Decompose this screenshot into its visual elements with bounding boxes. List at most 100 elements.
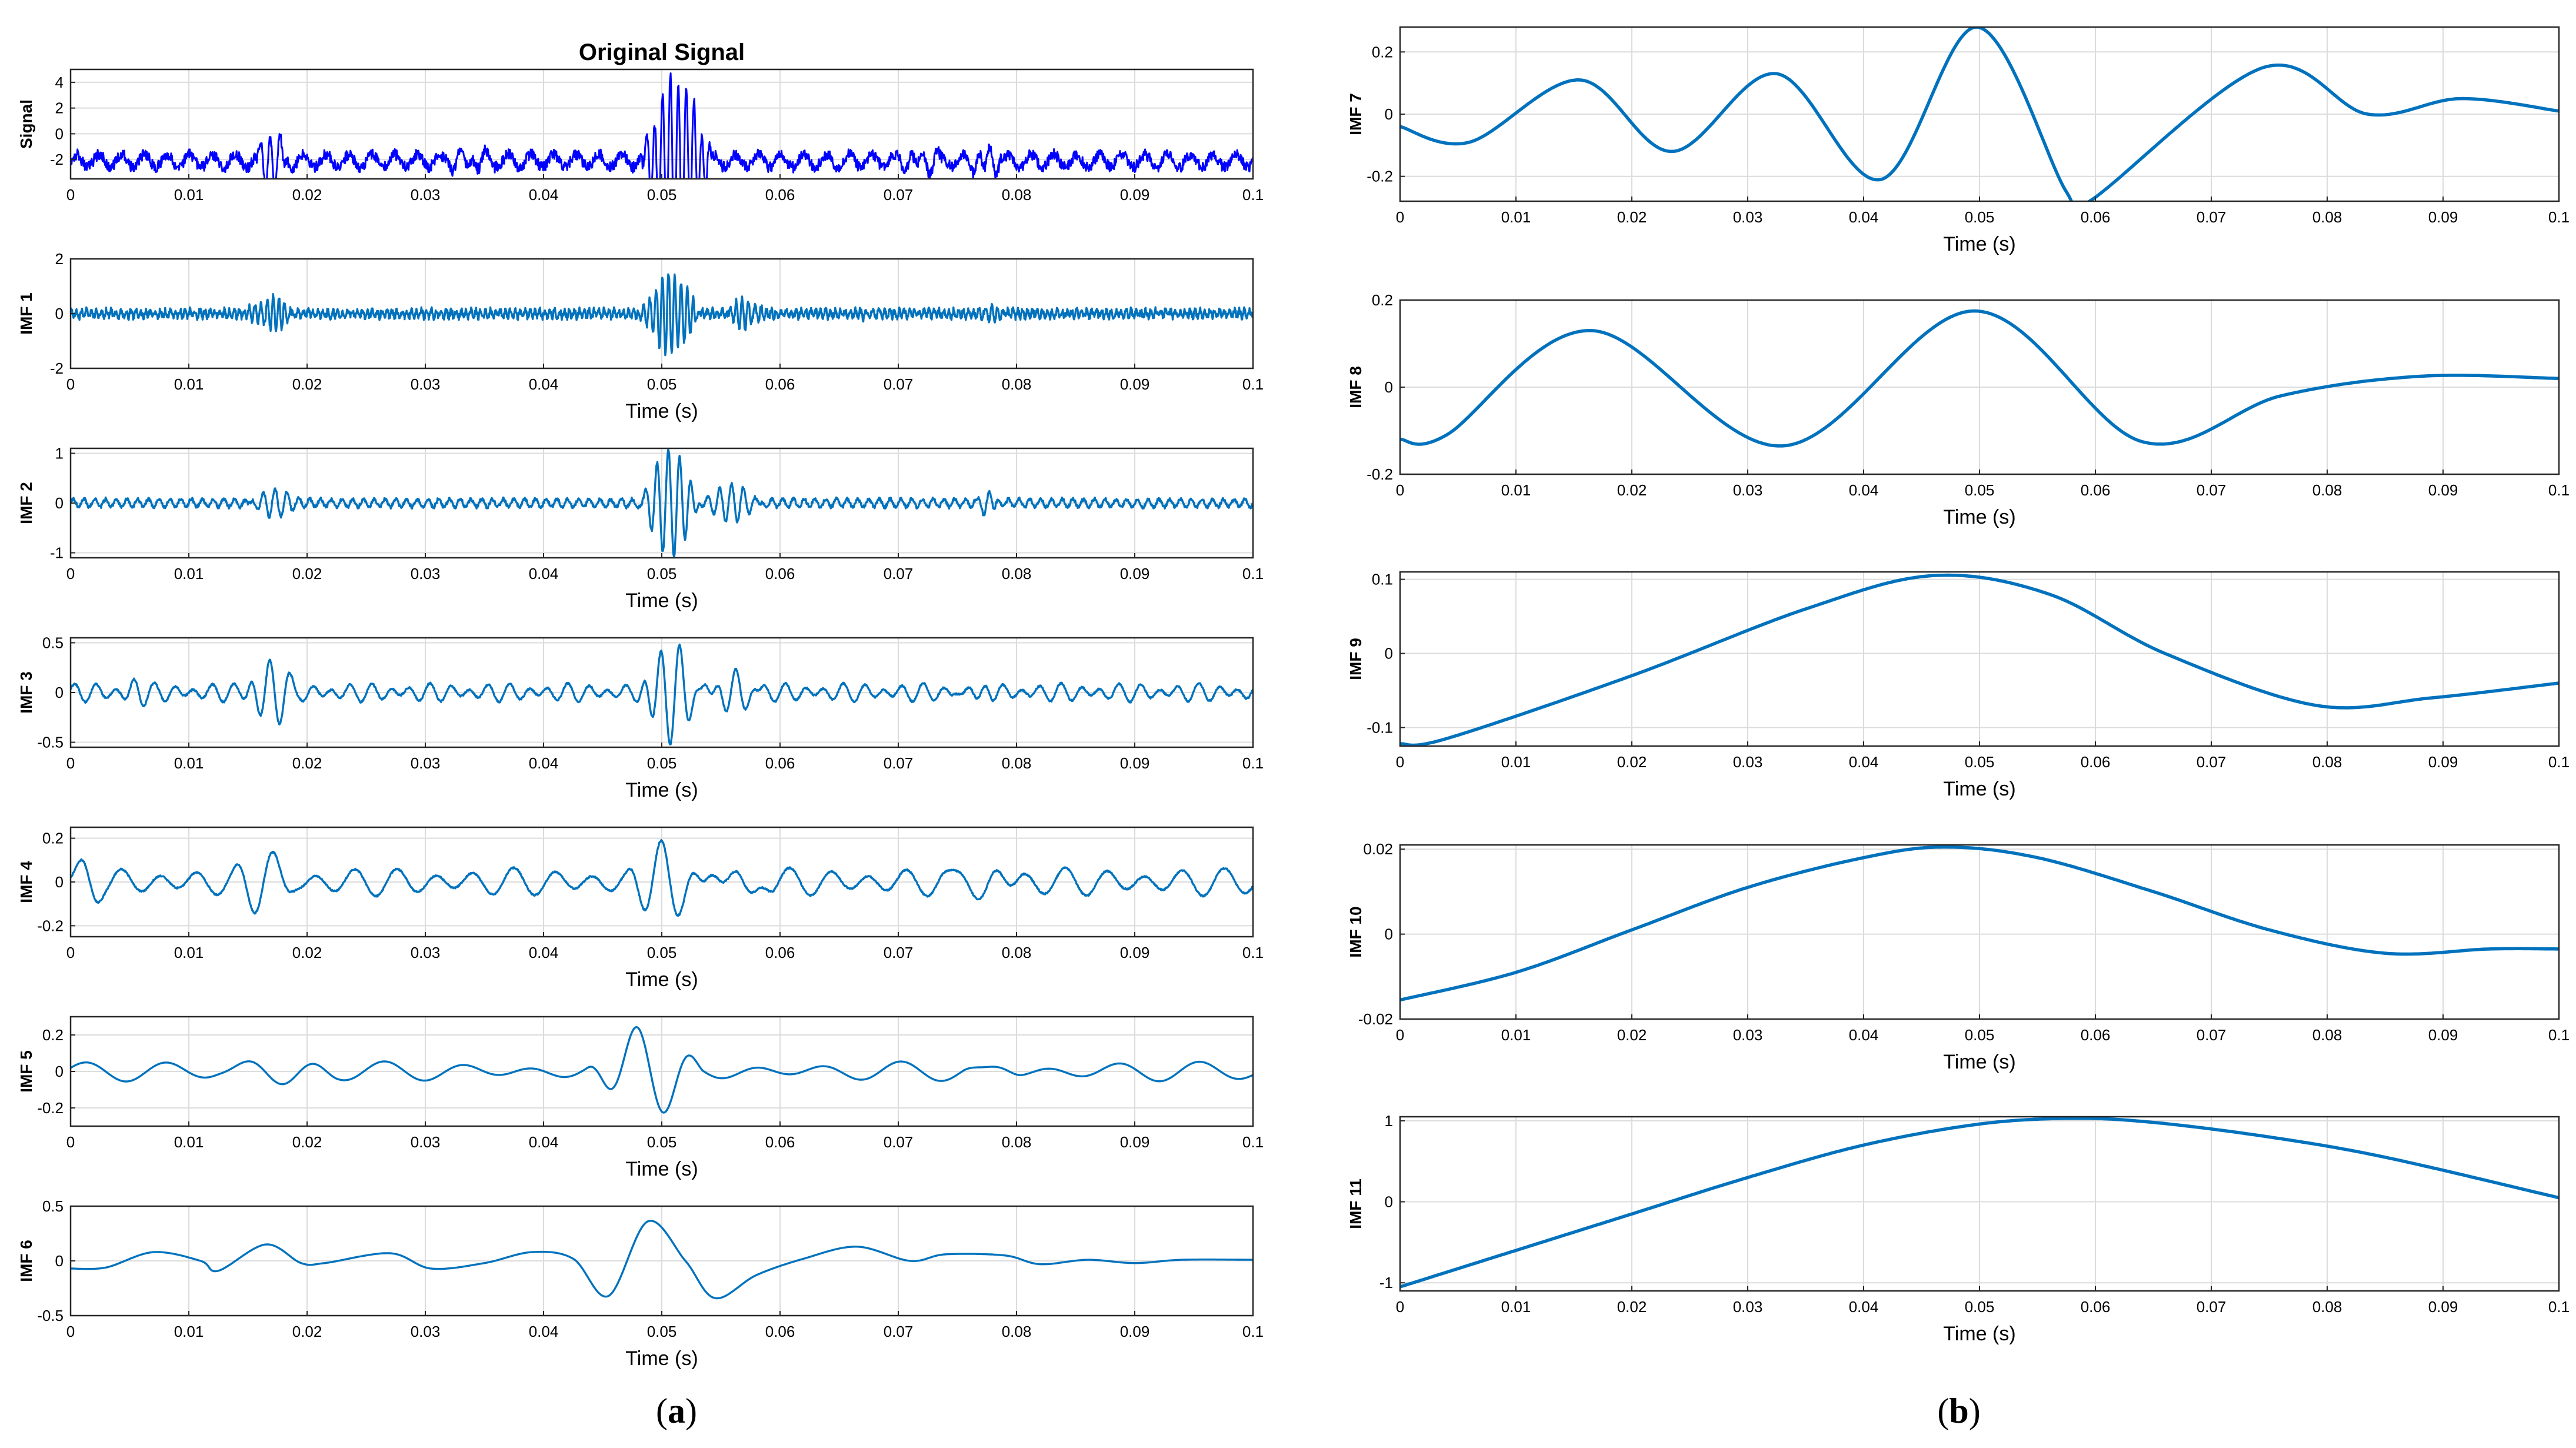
x-axis-label: Time (s)	[1943, 1051, 2015, 1073]
series-line-imf11	[1400, 1117, 2559, 1289]
x-tick-label: 0.04	[1849, 1298, 1879, 1316]
x-tick-label: 0.1	[1242, 375, 1264, 393]
x-tick-label: 0.1	[2548, 208, 2570, 226]
plot-imf4: 0 0.01 0.02 0.03 0.04 0.05 0.06 0.07 0.08 0.09 0.1…	[17, 826, 1264, 991]
x-tick-label: 0.03	[411, 375, 441, 393]
x-tick-label: 0.03	[1733, 1026, 1763, 1044]
y-tick-label: 1	[55, 444, 64, 462]
x-tick-label: 0.09	[1120, 375, 1150, 393]
y-tick-label: -0.2	[37, 1099, 64, 1117]
x-tick-label: 0.1	[1242, 1323, 1264, 1340]
x-tick-label: 0.08	[2312, 1298, 2342, 1316]
x-tick-label: 0.06	[765, 754, 795, 772]
plot-imf9: 0 0.01 0.02 0.03 0.04 0.05 0.06 0.07 0.08 0.09 0.1…	[1347, 571, 2570, 800]
x-tick-label: 0.07	[2197, 481, 2227, 499]
x-tick-label: 0	[66, 375, 75, 393]
x-tick-label: 0.05	[647, 944, 677, 961]
x-tick-label: 0.05	[1965, 753, 1995, 771]
y-tick-label: -0.5	[37, 1307, 64, 1324]
x-tick-label: 0.09	[1120, 1133, 1150, 1151]
x-axis-label: Time (s)	[1943, 1323, 2015, 1345]
plot-signal: 0 0.01 0.02 0.03 0.04 0.05 0.06 0.07 0.08 0.09 0.1…	[17, 39, 1264, 204]
y-tick-label: -2	[50, 151, 64, 168]
y-axis-label: IMF 10	[1347, 906, 1365, 957]
series-line-imf3	[71, 643, 1253, 745]
series-line-imf6	[71, 1220, 1253, 1300]
plot-imf1: 0 0.01 0.02 0.03 0.04 0.05 0.06 0.07 0.08 0.09 0.1…	[17, 250, 1264, 422]
x-tick-label: 0.1	[2548, 1026, 2570, 1044]
x-tick-label: 0.09	[1120, 186, 1150, 204]
x-tick-label: 0.04	[1849, 753, 1879, 771]
y-tick-label: 2	[55, 99, 64, 117]
x-tick-label: 0.08	[2312, 481, 2342, 499]
y-tick-label: 0.2	[1372, 291, 1393, 309]
x-tick-label: 0.06	[2081, 481, 2111, 499]
x-tick-label: 0.08	[1002, 944, 1032, 961]
y-tick-label: 0.5	[42, 1197, 64, 1215]
x-tick-label: 0.03	[1733, 481, 1763, 499]
x-tick-label: 0.07	[884, 375, 914, 393]
x-tick-label: 0.06	[765, 944, 795, 961]
plot-imf5: 0 0.01 0.02 0.03 0.04 0.05 0.06 0.07 0.08 0.09 0.1…	[17, 1016, 1264, 1180]
x-tick-label: 0.02	[1617, 1298, 1647, 1316]
y-tick-label: 0	[1385, 645, 1393, 663]
y-axis-label: IMF 7	[1347, 93, 1365, 135]
y-axis-label: IMF 11	[1347, 1179, 1365, 1229]
y-tick-label: -0.5	[37, 734, 64, 751]
x-tick-label: 0.02	[1617, 481, 1647, 499]
x-tick-label: 0	[66, 565, 75, 582]
y-axis-label: IMF 8	[1347, 366, 1365, 408]
x-tick-label: 0	[66, 186, 75, 204]
x-tick-label: 0.04	[529, 375, 559, 393]
y-tick-label: 0	[55, 1063, 64, 1080]
x-tick-label: 0.03	[411, 1133, 441, 1151]
x-axis-label: Time (s)	[625, 590, 698, 612]
x-tick-label: 0.1	[2548, 753, 2570, 771]
x-tick-label: 0.06	[2081, 1298, 2111, 1316]
plot-imf10: 0 0.01 0.02 0.03 0.04 0.05 0.06 0.07 0.08 0.09 0.1…	[1347, 840, 2570, 1073]
x-tick-label: 0.09	[2428, 208, 2458, 226]
x-tick-label: 0.08	[1002, 565, 1032, 582]
x-tick-label: 0.06	[765, 1133, 795, 1151]
y-tick-label: 0	[55, 873, 64, 891]
x-tick-label: 0.08	[1002, 1323, 1032, 1340]
panel-label-b: (b)	[1937, 1392, 1980, 1430]
x-tick-label: 0.07	[2197, 1298, 2227, 1316]
series-line-imf1	[71, 273, 1253, 357]
x-tick-label: 0.09	[1120, 565, 1150, 582]
x-tick-label: 0.03	[411, 565, 441, 582]
y-tick-label: 0	[1385, 378, 1393, 396]
x-tick-label: 0.05	[1965, 208, 1995, 226]
x-tick-label: 0.05	[1965, 1026, 1995, 1044]
y-tick-label: 0.02	[1363, 840, 1393, 858]
series-line-imf5	[71, 1026, 1253, 1114]
y-tick-label: 0	[55, 305, 64, 322]
plot-imf2: 0 0.01 0.02 0.03 0.04 0.05 0.06 0.07 0.08 0.09 0.1…	[17, 444, 1264, 612]
x-tick-label: 0	[66, 1133, 75, 1151]
y-tick-label: 0.2	[42, 1026, 64, 1044]
x-tick-label: 0.07	[2197, 753, 2227, 771]
x-tick-label: 0.01	[174, 375, 204, 393]
x-tick-label: 0.07	[884, 1133, 914, 1151]
panel-label-a: (a)	[656, 1392, 697, 1430]
y-tick-label: -0.2	[1367, 465, 1393, 483]
x-tick-label: 0.1	[1242, 1133, 1264, 1151]
y-axis-label: IMF 5	[17, 1050, 35, 1093]
x-tick-label: 0.04	[529, 186, 559, 204]
y-tick-label: 0.2	[42, 830, 64, 847]
x-tick-label: 0.03	[411, 186, 441, 204]
y-tick-label: 1	[1385, 1112, 1393, 1130]
x-tick-label: 0.02	[1617, 208, 1647, 226]
x-tick-label: 0.04	[1849, 208, 1879, 226]
x-tick-label: 0.01	[1501, 753, 1531, 771]
y-tick-label: 0	[1385, 105, 1393, 123]
x-axis-label: Time (s)	[625, 779, 698, 801]
x-tick-label: 0.09	[1120, 944, 1150, 961]
x-tick-label: 0	[1396, 481, 1404, 499]
x-tick-label: 0	[1396, 1298, 1404, 1316]
y-tick-label: -0.1	[1367, 719, 1393, 737]
y-tick-label: 0	[1385, 926, 1393, 943]
y-tick-label: 0.1	[1372, 571, 1393, 588]
